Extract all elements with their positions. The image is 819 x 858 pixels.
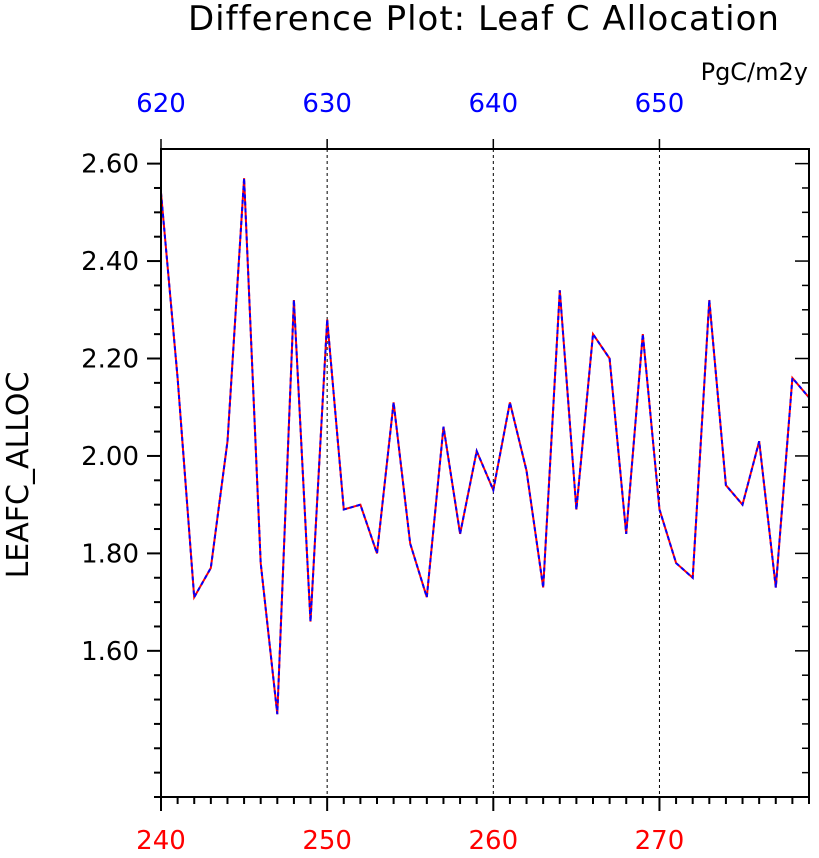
plot-frame bbox=[160, 148, 810, 798]
x-bottom-tick-label: 270 bbox=[635, 826, 685, 856]
y-tick-label: 2.00 bbox=[81, 442, 139, 472]
y-tick-label: 2.20 bbox=[81, 345, 139, 375]
x-bottom-tick-label: 260 bbox=[468, 826, 518, 856]
y-axis-label: LEAFC_ALLOC bbox=[1, 372, 36, 579]
chart-title: Difference Plot: Leaf C Allocation bbox=[188, 0, 780, 39]
x-top-tick-label: 640 bbox=[468, 89, 518, 119]
series-line-blue-dashed bbox=[161, 178, 809, 715]
x-bottom-tick-label: 250 bbox=[302, 826, 352, 856]
y-tick-label: 2.60 bbox=[81, 150, 139, 180]
y-tick-label: 1.60 bbox=[81, 637, 139, 667]
x-top-tick-label: 650 bbox=[635, 89, 685, 119]
series-line-red bbox=[161, 178, 809, 715]
x-top-tick-label: 620 bbox=[136, 89, 186, 119]
grid-layer bbox=[326, 149, 660, 797]
y-tick-label: 2.40 bbox=[81, 247, 139, 277]
ticks-layer bbox=[147, 139, 810, 811]
x-top-tick-label: 630 bbox=[302, 89, 352, 119]
series-layer bbox=[161, 178, 809, 715]
units-label: PgC/m2y bbox=[701, 58, 808, 86]
tick-labels-layer: 1.60 1.80 2.00 2.20 2.40 2.60 240 250 260 270 620 6… bbox=[81, 89, 684, 856]
y-tick-label: 1.80 bbox=[81, 539, 139, 569]
x-bottom-tick-label: 240 bbox=[136, 826, 186, 856]
